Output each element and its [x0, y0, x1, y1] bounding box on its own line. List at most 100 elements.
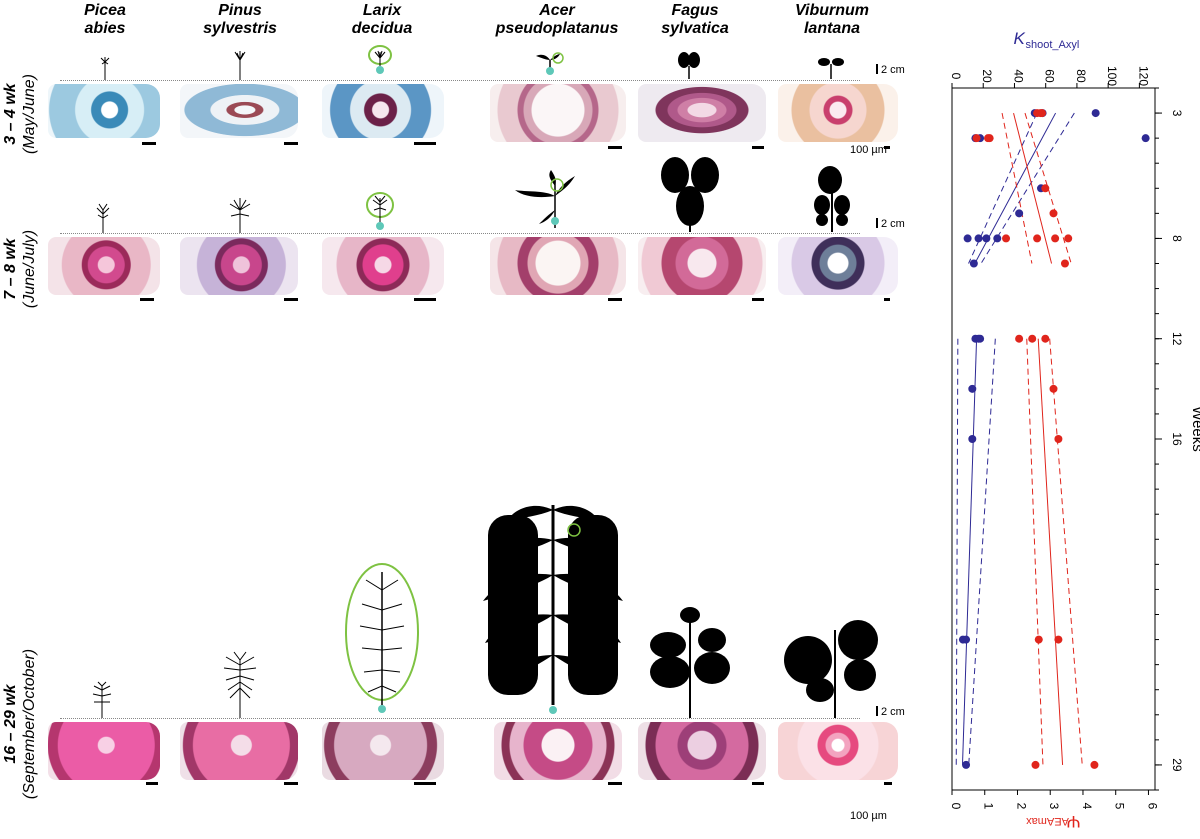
micro-scale-bar — [284, 142, 298, 145]
micrograph-picea-row1 — [48, 84, 160, 138]
seedling-pinus-row1 — [234, 51, 246, 80]
k-ci-line — [968, 338, 996, 765]
k-data-point — [962, 635, 971, 644]
micrograph-picea-row3 — [48, 722, 160, 780]
k-data-point — [969, 259, 978, 268]
top-axis-tick-label: 60 — [1043, 69, 1057, 83]
k-data-point — [982, 234, 991, 243]
species-label-pinus: Pinus sylvestris — [203, 2, 277, 37]
micrograph-picea-row2 — [48, 237, 160, 295]
top-axis-tick-label: 120 — [1136, 66, 1150, 86]
top-axis-label-subscript: shoot_Axyl — [1026, 39, 1080, 51]
week-tick-label: 8 — [1170, 235, 1184, 242]
top-axis-tick-label: 0 — [949, 73, 963, 80]
species-label-fagus: Fagus sylvatica — [661, 2, 729, 37]
top-axis-tick-label: 40 — [1011, 69, 1025, 83]
micrograph-fagus-row2 — [638, 237, 766, 295]
micro-scale-bar — [608, 298, 622, 301]
bottom-axis-tick-label: 2 — [1014, 803, 1028, 810]
k-data-point — [1091, 109, 1100, 118]
k-data-point — [968, 384, 977, 393]
plant-fagus-row3 — [650, 607, 730, 718]
psi-data-point — [1064, 234, 1073, 243]
top-axis-tick-label: 80 — [1074, 69, 1088, 83]
psi-data-point — [1031, 760, 1040, 769]
psi-data-point — [972, 134, 981, 143]
psi-data-point — [1033, 234, 1042, 243]
ground-line-row1 — [60, 80, 860, 81]
bottom-axis-label: Ψ — [1066, 812, 1080, 831]
micrograph-fagus-row1 — [638, 84, 766, 142]
micrograph-viburnum-row1 — [778, 84, 898, 142]
bottom-axis-tick-label: 5 — [1113, 803, 1127, 810]
psi-fit-line — [1037, 338, 1064, 765]
seedling-viburnum-row2 — [814, 166, 850, 232]
micro-scale-bar — [884, 782, 892, 785]
plant-viburnum-row3 — [784, 620, 878, 718]
week-tick-label: 3 — [1170, 110, 1184, 117]
micrograph-larix-row3 — [322, 722, 444, 780]
psi-fit-line — [1013, 112, 1053, 264]
k-data-point — [1015, 209, 1024, 218]
micrograph-fagus-row3 — [638, 722, 766, 780]
top-axis-tick-label: 20 — [980, 69, 994, 83]
top-axis-label: K — [1014, 29, 1026, 48]
psi-data-point — [1054, 635, 1063, 644]
k-data-point — [993, 234, 1002, 243]
x-axis-label: Weeks — [1189, 406, 1200, 452]
scale-label-2cm-row2: 2 cm — [881, 218, 905, 230]
seedling-fagus-row1 — [678, 52, 700, 79]
psi-ci-line — [1049, 338, 1083, 765]
bottom-axis-tick-label: 4 — [1080, 803, 1094, 810]
psi-data-point — [1002, 234, 1011, 243]
micro-scale-bar — [284, 782, 298, 785]
psi-data-point — [985, 134, 994, 143]
bottom-axis-tick-label: 6 — [1145, 803, 1159, 810]
species-label-acer: Acer pseudoplatanus — [495, 2, 619, 37]
micro-scale-bar — [146, 782, 158, 785]
scale-label-2cm-row1: 2 cm — [881, 64, 905, 76]
plant-picea-row3 — [92, 681, 112, 718]
k-data-point — [974, 234, 983, 243]
micro-scale-bar — [752, 146, 764, 149]
micro-scale-bar — [884, 298, 890, 301]
plant-silhouettes — [92, 45, 878, 718]
micrograph-pinus-row1 — [180, 84, 298, 138]
psi-data-point — [1041, 184, 1050, 193]
psi-data-point — [1090, 760, 1099, 769]
species-label-larix: Larix decidua — [351, 2, 413, 37]
ground-line-row2 — [60, 233, 860, 234]
k-data-point — [1141, 134, 1150, 143]
ground-line-row3 — [60, 718, 860, 719]
micro-scale-bar — [608, 146, 622, 149]
seedling-picea-row1 — [100, 57, 110, 80]
micro-scale-bar — [752, 298, 764, 301]
scale-label-100um-row3: 100 µm — [850, 810, 887, 822]
psi-ci-line — [1024, 112, 1072, 264]
micrograph-acer-row1 — [490, 84, 626, 142]
week-tick-label: 16 — [1170, 432, 1184, 446]
micrograph-viburnum-row2 — [778, 237, 898, 295]
scale-bar-2cm-row2 — [876, 218, 878, 228]
micrograph-acer-row3 — [494, 722, 622, 780]
plot-frame — [951, 87, 1156, 791]
k-data-point — [962, 760, 971, 769]
seedling-viburnum-row1 — [818, 58, 844, 79]
micro-scale-bar — [414, 142, 436, 145]
psi-data-point — [1049, 384, 1058, 393]
micrograph-acer-row2 — [490, 237, 626, 295]
k-data-point — [976, 334, 985, 343]
seedling-pinus-row2 — [229, 198, 251, 233]
psi-ci-line — [1026, 338, 1044, 765]
psi-data-point — [1049, 209, 1058, 218]
psi-ci-line — [1001, 112, 1033, 264]
k-ci-line — [968, 112, 1038, 264]
seedling-acer-row2 — [515, 170, 575, 228]
psi-data-point — [1034, 635, 1043, 644]
seedling-fagus-row2 — [661, 157, 719, 232]
plant-pinus-row3 — [223, 651, 257, 718]
scale-bar-2cm-row1 — [876, 64, 878, 74]
species-label-viburnum: Viburnum lantana — [794, 2, 870, 37]
micrograph-pinus-row3 — [180, 722, 298, 780]
